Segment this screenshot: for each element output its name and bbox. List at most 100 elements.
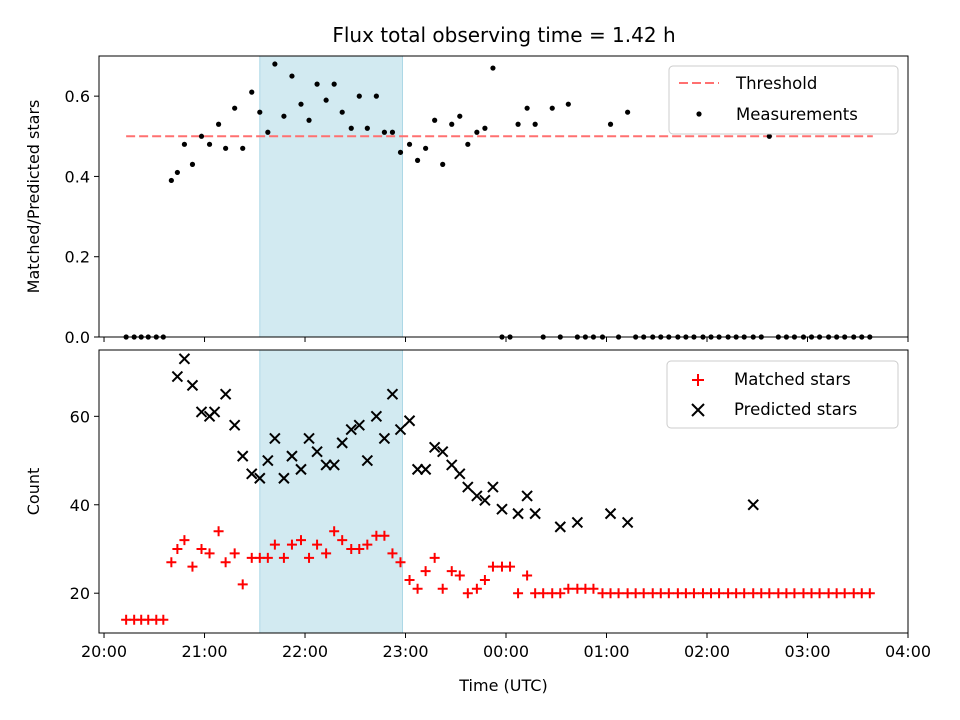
predicted-stars-point [303,432,315,445]
matched-stars-point [663,588,674,599]
matched-stars-point [187,561,198,572]
measurement-point [174,169,180,176]
measurement-point [482,125,488,131]
predicted-stars-point [512,507,524,520]
chart-title: Flux total observing time = 1.42 h [332,23,675,47]
measurement-point [457,113,463,119]
measurement-point [181,141,188,147]
predicted-stars-point [186,379,199,392]
matched-stars-point [237,579,248,590]
y-tick-label: 40 [70,496,90,515]
matched-stars-point [471,583,482,594]
matched-stars-point [286,539,297,550]
y-axis-label: Matched/Predicted stars [24,100,43,294]
x-tick-label: 20:00 [81,642,127,661]
matched-stars-point [379,530,390,541]
measurement-point [289,73,295,79]
legend-threshold-label: Threshold [735,74,817,93]
measurement-point [356,93,362,99]
matched-stars-point [220,557,231,568]
predicted-stars-point [219,388,232,400]
measurement-point [432,117,438,123]
measurement-point [440,161,446,167]
predicted-stars-point [378,432,391,445]
matched-stars-point [522,570,533,581]
measurement-point [223,145,229,151]
matched-stars-point [479,574,490,585]
predicted-stars-point [311,445,323,458]
predicted-stars-point [370,410,383,423]
y-tick-label: 0.4 [65,167,90,186]
measurement-point [272,61,278,67]
predicted-stars-point [621,516,634,529]
predicted-stars-point [228,419,241,431]
measurement-point [465,141,471,147]
predicted-stars-point [361,454,374,467]
observing-window-span [259,55,404,338]
predicted-stars-point [336,437,348,449]
predicted-stars-point [328,459,340,471]
matched-stars-point [304,552,315,563]
predicted-stars-point [496,503,508,515]
predicted-stars-point [195,406,208,418]
matched-stars-point [429,552,440,563]
measurement-point [515,121,521,127]
measurement-point [232,105,238,111]
x-tick-label: 22:00 [282,642,328,661]
matched-stars-point [714,588,725,599]
legend-measurements-label: Measurements [736,105,858,124]
matched-stars-point [412,583,423,594]
matched-stars-point [278,552,289,563]
measurement-point [215,121,222,127]
legend-frame [668,65,899,135]
matched-stars-point [638,588,649,599]
measurement-point [565,101,571,107]
predicted-stars-point [521,490,533,502]
matched-stars-point [588,583,599,594]
measurement-point [306,117,312,123]
y-tick-label: 0.0 [65,328,90,347]
predicted-stars-point [479,494,491,507]
predicted-stars-point [446,459,458,471]
observing-window-span [259,349,404,634]
measurement-point [449,121,455,127]
predicted-stars-point [604,507,617,520]
matched-stars-point [446,566,457,577]
measurement-point [625,109,631,115]
matched-stars-point [814,588,825,599]
measurement-point [766,133,772,139]
measurement-point [414,157,421,163]
matched-stars-point [172,543,183,554]
measurement-point [607,121,614,127]
measurement-point [490,65,496,71]
matched-stars-point [505,561,516,572]
matched-stars-point [688,588,699,599]
measurement-point [373,93,379,99]
x-tick-label: 04:00 [885,642,931,661]
bottom-axes-frame [98,349,909,634]
matched-stars-point [555,588,566,599]
predicted-stars-point [419,463,432,476]
matched-stars-point [196,543,207,554]
y-axis-label: Count [24,468,43,516]
predicted-stars-point [246,468,258,480]
x-tick-label: 03:00 [784,642,830,661]
measurement-point [314,81,320,87]
legend-matched-label: Matched stars [734,370,851,389]
predicted-stars-point [237,450,249,462]
predicted-stars-point [554,521,566,533]
matched-stars-point [362,539,373,550]
legend-measurements-swatch [696,111,702,117]
x-axis-label: Time (UTC) [458,676,547,695]
measurement-point [524,105,530,111]
measurement-point [364,125,370,131]
measurement-point [331,81,337,87]
matched-stars-point [229,548,240,559]
predicted-stars-point [171,370,184,383]
matched-stars-point [158,614,169,625]
predicted-stars-point [436,445,449,458]
x-tick-label: 02:00 [684,642,730,661]
count-panel: 20:00 21:00 22:00 23:00 00:00 01:00 02:00 03:00… [24,349,931,695]
x-tick-label: 21:00 [181,642,227,661]
